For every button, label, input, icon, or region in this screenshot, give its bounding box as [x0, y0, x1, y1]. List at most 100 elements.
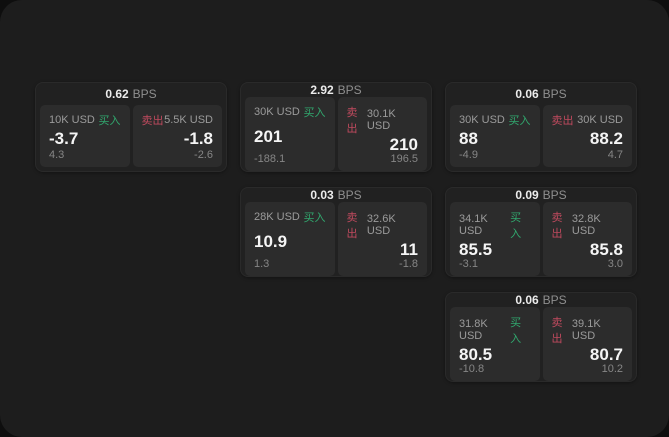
sell-panel-top: 卖出 30K USD [552, 112, 624, 128]
quote-card: 0.06 BPS 30K USD 买入 88 -4.9 卖出 30K USD 8… [445, 82, 637, 172]
bps-spread-value: 2.92 [310, 83, 334, 97]
bps-unit-label: BPS [542, 188, 567, 202]
sell-price: 80.7 [589, 345, 623, 364]
bps-spread-value: 0.09 [515, 188, 539, 202]
buy-quote-panel[interactable]: 30K USD 买入 88 -4.9 [450, 105, 540, 167]
buy-side-label: 买入 [303, 212, 326, 224]
bps-spread-value: 0.06 [515, 293, 539, 307]
bps-spread-value: 0.62 [105, 87, 129, 101]
quote-card: 0.03 BPS 28K USD 买入 10.9 1.3 卖出 32.6K US… [240, 187, 432, 277]
quote-panels: 28K USD 买入 10.9 1.3 卖出 32.6K USD 11 -1.8 [245, 202, 427, 276]
sell-quote-panel[interactable]: 卖出 5.5K USD -1.8 -2.6 [132, 105, 222, 167]
sell-quote-panel[interactable]: 卖出 32.8K USD 85.8 3.0 [542, 202, 632, 276]
sell-size-label: 30K USD [577, 114, 623, 126]
quote-card: 0.62 BPS 10K USD 买入 -3.7 4.3 卖出 5.5K USD… [35, 82, 227, 172]
quote-panels: 31.8K USD 买入 80.5 -10.8 卖出 39.1K USD 80.… [450, 307, 632, 381]
card-header: 0.03 BPS [245, 188, 427, 202]
sell-panel-top: 卖出 30.1K USD [347, 104, 419, 136]
sell-size-label: 32.6K USD [366, 213, 396, 237]
buy-price: 10.9 [254, 232, 288, 251]
quote-panels: 30K USD 买入 88 -4.9 卖出 30K USD 88.2 4.7 [450, 105, 632, 167]
bps-unit-label: BPS [337, 188, 362, 202]
bps-unit-label: BPS [337, 83, 362, 97]
buy-price: -3.7 [49, 129, 79, 148]
sell-panel-top: 卖出 39.1K USD [552, 314, 624, 346]
sell-price: 88.2 [589, 129, 623, 148]
sell-side-label: 卖出 [551, 317, 563, 345]
bps-unit-label: BPS [132, 87, 157, 101]
sell-delta: -2.6 [194, 149, 213, 161]
buy-delta: -188.1 [254, 153, 286, 165]
sell-panel-top: 卖出 32.6K USD [347, 209, 419, 241]
sell-panel-top: 卖出 5.5K USD [142, 112, 214, 128]
buy-quote-panel[interactable]: 31.8K USD 买入 80.5 -10.8 [450, 307, 540, 381]
buy-size-label: 10K USD [49, 114, 95, 126]
quote-panels: 34.1K USD 买入 85.5 -3.1 卖出 32.8K USD 85.8… [450, 202, 632, 276]
quote-card: 2.92 BPS 30K USD 买入 201 -188.1 卖出 30.1K … [240, 82, 432, 172]
sell-size-label: 32.8K USD [571, 213, 601, 237]
buy-delta: -4.9 [459, 149, 478, 161]
sell-size-label: 5.5K USD [164, 114, 213, 126]
sell-quote-panel[interactable]: 卖出 32.6K USD 11 -1.8 [337, 202, 427, 276]
sell-side-label: 卖出 [551, 212, 563, 240]
sell-delta: -1.8 [399, 258, 418, 270]
buy-quote-panel[interactable]: 10K USD 买入 -3.7 4.3 [40, 105, 130, 167]
sell-delta: 196.5 [390, 153, 418, 165]
buy-panel-top: 10K USD 买入 [49, 112, 121, 128]
buy-size-label: 30K USD [459, 114, 505, 126]
card-header: 0.62 BPS [40, 83, 222, 105]
buy-panel-top: 30K USD 买入 [254, 104, 326, 120]
buy-side-label: 买入 [510, 317, 522, 345]
quote-panels: 30K USD 买入 201 -188.1 卖出 30.1K USD 210 1… [245, 97, 427, 171]
card-header: 0.06 BPS [450, 83, 632, 105]
quote-panels: 10K USD 买入 -3.7 4.3 卖出 5.5K USD -1.8 -2.… [40, 105, 222, 167]
buy-side-label: 买入 [303, 107, 326, 119]
sell-price: 11 [400, 240, 418, 259]
buy-quote-panel[interactable]: 28K USD 买入 10.9 1.3 [245, 202, 335, 276]
sell-price: -1.8 [183, 129, 213, 148]
buy-delta: -10.8 [459, 363, 485, 375]
buy-size-label: 31.8K USD [459, 318, 488, 342]
buy-side-label: 买入 [510, 212, 522, 240]
sell-quote-panel[interactable]: 卖出 39.1K USD 80.7 10.2 [542, 307, 632, 381]
sell-delta: 10.2 [601, 363, 623, 375]
buy-delta: 4.3 [49, 149, 65, 161]
sell-size-label: 39.1K USD [571, 318, 601, 342]
quote-card-grid: 0.62 BPS 10K USD 买入 -3.7 4.3 卖出 5.5K USD… [35, 82, 637, 382]
buy-panel-top: 34.1K USD 买入 [459, 209, 531, 241]
sell-quote-panel[interactable]: 卖出 30.1K USD 210 196.5 [337, 97, 427, 171]
buy-delta: 1.3 [254, 258, 270, 270]
sell-side-label: 卖出 [346, 212, 358, 240]
bps-spread-value: 0.03 [310, 188, 334, 202]
buy-price: 80.5 [459, 345, 493, 364]
sell-price: 210 [389, 135, 418, 154]
card-header: 0.09 BPS [450, 188, 632, 202]
buy-delta: -3.1 [459, 258, 478, 270]
buy-quote-panel[interactable]: 30K USD 买入 201 -188.1 [245, 97, 335, 171]
buy-price: 201 [254, 127, 283, 146]
card-header: 0.06 BPS [450, 293, 632, 307]
sell-side-label: 卖出 [141, 115, 164, 127]
buy-panel-top: 30K USD 买入 [459, 112, 531, 128]
sell-side-label: 卖出 [551, 115, 574, 127]
sell-delta: 3.0 [607, 258, 623, 270]
buy-price: 85.5 [459, 240, 493, 259]
quote-card: 0.06 BPS 31.8K USD 买入 80.5 -10.8 卖出 39.1… [445, 292, 637, 382]
buy-size-label: 30K USD [254, 106, 300, 118]
buy-panel-top: 31.8K USD 买入 [459, 314, 531, 346]
buy-side-label: 买入 [98, 115, 121, 127]
sell-size-label: 30.1K USD [366, 108, 396, 132]
buy-quote-panel[interactable]: 34.1K USD 买入 85.5 -3.1 [450, 202, 540, 276]
buy-price: 88 [459, 129, 478, 148]
sell-price: 85.8 [589, 240, 623, 259]
card-header: 2.92 BPS [245, 83, 427, 97]
sell-side-label: 卖出 [346, 107, 358, 135]
bps-unit-label: BPS [542, 293, 567, 307]
sell-quote-panel[interactable]: 卖出 30K USD 88.2 4.7 [542, 105, 632, 167]
buy-size-label: 34.1K USD [459, 213, 488, 237]
sell-panel-top: 卖出 32.8K USD [552, 209, 624, 241]
quote-card: 0.09 BPS 34.1K USD 买入 85.5 -3.1 卖出 32.8K… [445, 187, 637, 277]
bps-spread-value: 0.06 [515, 87, 539, 101]
buy-size-label: 28K USD [254, 211, 300, 223]
